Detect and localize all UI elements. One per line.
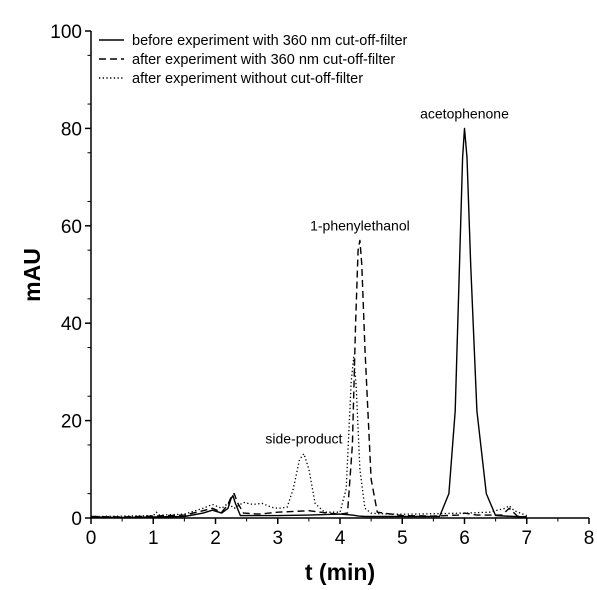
y-tick-label: 80	[61, 119, 82, 140]
x-tick-label: 7	[521, 528, 532, 549]
y-tick-label: 60	[61, 217, 82, 238]
y-axis-title: mAU	[19, 248, 45, 302]
legend-label: after experiment with 360 nm cut-off-fil…	[132, 52, 395, 68]
legend-label: before experiment with 360 nm cut-off-fi…	[132, 33, 408, 49]
peak-annotation: side-product	[265, 431, 342, 447]
y-tick-label: 20	[61, 412, 82, 433]
x-tick-label: 3	[272, 528, 283, 549]
peak-annotation: acetophenone	[420, 105, 509, 121]
x-tick-label: 5	[397, 528, 408, 549]
y-tick-label: 0	[71, 509, 82, 530]
series-line-dotted	[90, 356, 528, 518]
legend: before experiment with 360 nm cut-off-fi…	[99, 33, 408, 87]
x-tick-label: 1	[148, 528, 159, 549]
x-ticks: 0 1 2 3 4 5 6 7 8	[86, 518, 595, 549]
y-tick-label: 40	[61, 314, 82, 335]
y-ticks: 0 20 40 60 80 100	[50, 22, 91, 530]
x-tick-label: 0	[86, 528, 97, 549]
x-tick-label: 6	[459, 528, 470, 549]
series-line-dashed	[90, 239, 527, 518]
peak-annotation: 1-phenylethanol	[310, 217, 410, 233]
y-tick-label: 100	[50, 22, 82, 43]
x-tick-label: 4	[335, 528, 346, 549]
x-tick-label: 2	[210, 528, 221, 549]
series-layer	[90, 127, 528, 519]
x-axis-title: t (min)	[305, 559, 375, 585]
series-line-solid	[90, 127, 527, 519]
annotations-layer: acetophenone 1-phenylethanol side-product	[265, 105, 509, 446]
legend-label: after experiment without cut-off-filter	[132, 71, 363, 87]
x-tick-label: 8	[584, 528, 595, 549]
